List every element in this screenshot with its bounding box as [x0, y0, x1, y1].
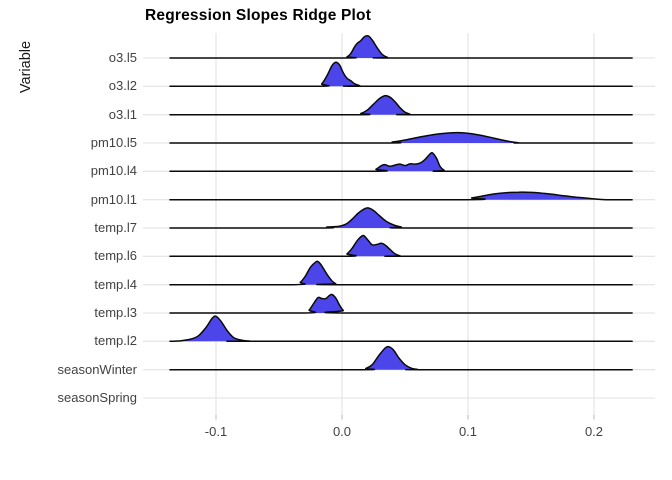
- x-tick-label-0.2: 0.2: [584, 424, 604, 439]
- density-ridge-temp.l4: [169, 260, 633, 286]
- category-label-seasonSpring: seasonSpring: [57, 389, 138, 405]
- category-label-seasonWinter: seasonWinter: [57, 361, 137, 377]
- category-label-o3.l5: o3.l5: [108, 50, 137, 65]
- category-label-temp.l7: temp.l7: [94, 219, 137, 235]
- density-ridge-temp.l6: [169, 234, 633, 258]
- category-label-pm10.l4: pm10.l4: [90, 163, 137, 179]
- density-ridge-pm10.l4: [169, 151, 633, 173]
- category-label-o3.l1: o3.l1: [108, 106, 137, 122]
- density-ridge-o3.l2: [169, 61, 633, 88]
- category-label-pm10.l5: pm10.l5: [90, 134, 137, 150]
- category-label-temp.l6: temp.l6: [94, 248, 137, 264]
- x-tick-label-0.0: 0.0: [332, 424, 352, 439]
- density-ridge-pm10.l5: [169, 131, 633, 144]
- category-label-o3.l2: o3.l2: [108, 78, 137, 94]
- x-tick-label--0.1: -0.1: [204, 424, 228, 439]
- density-ridge-o3.l1: [169, 94, 633, 116]
- chart-title: Regression Slopes Ridge Plot: [145, 7, 372, 24]
- category-label-temp.l3: temp.l3: [94, 304, 137, 320]
- category-label-pm10.l1: pm10.l1: [90, 191, 137, 207]
- density-ridge-temp.l7: [169, 207, 633, 229]
- category-label-temp.l2: temp.l2: [94, 333, 137, 349]
- category-label-temp.l4: temp.l4: [94, 276, 137, 292]
- density-ridge-seasonWinter: [169, 345, 633, 371]
- density-ridge-temp.l3: [169, 293, 633, 314]
- density-ridge-o3.l5: [169, 34, 633, 59]
- density-ridge-temp.l2: [169, 315, 633, 343]
- x-tick-label-0.1: 0.1: [458, 424, 478, 439]
- density-ridge-pm10.l1: [169, 191, 633, 201]
